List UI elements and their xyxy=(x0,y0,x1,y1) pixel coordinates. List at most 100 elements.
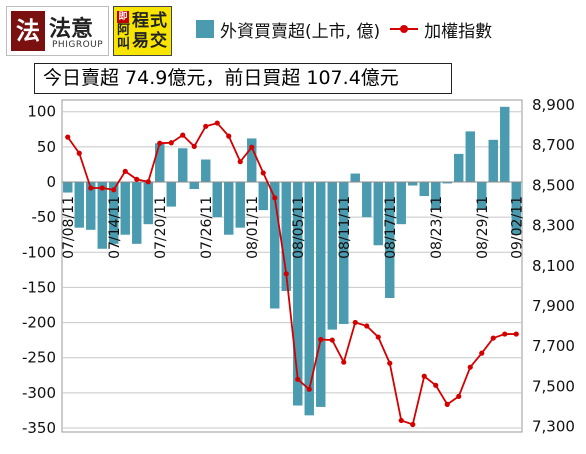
left-axis-tick-label: -350 xyxy=(22,419,56,437)
index-point xyxy=(249,144,255,150)
index-point xyxy=(502,331,508,337)
x-axis-tick-label: 08/01/11 xyxy=(245,196,261,259)
bar xyxy=(74,182,84,228)
right-axis-tick-label: 8,700 xyxy=(532,136,575,154)
chart-legend: 外資買賣超(上市, 億) 加權指數 xyxy=(196,14,492,44)
phigroup-logo-subtext: PHIGROUP xyxy=(52,40,104,50)
x-axis-tick-label: 08/17/11 xyxy=(383,196,399,259)
index-point xyxy=(76,150,82,156)
right-axis-tick-label: 7,300 xyxy=(532,418,575,436)
bar xyxy=(465,131,475,182)
right-axis-tick-label: 7,900 xyxy=(532,297,575,315)
bar xyxy=(189,182,199,190)
phigroup-logo: 法 法意 PHIGROUP xyxy=(6,6,109,56)
index-point xyxy=(111,187,117,193)
legend-bar-swatch xyxy=(196,20,214,38)
x-axis-tick-label: 08/23/11 xyxy=(429,196,445,259)
left-axis-tick-label: -50 xyxy=(32,208,57,226)
index-line xyxy=(67,122,517,426)
bar xyxy=(247,138,257,182)
index-point xyxy=(295,376,301,382)
bar xyxy=(488,139,498,182)
bar xyxy=(97,182,107,249)
index-point xyxy=(387,360,393,366)
bar xyxy=(201,159,211,182)
bar xyxy=(166,182,176,207)
bar xyxy=(373,182,383,246)
bar xyxy=(477,182,487,209)
index-point xyxy=(134,176,140,182)
x-axis-tick-label: 07/14/11 xyxy=(107,196,123,259)
index-point xyxy=(352,319,358,326)
index-point xyxy=(168,140,174,146)
bar xyxy=(270,182,280,309)
bar xyxy=(500,106,510,182)
index-point xyxy=(490,335,496,341)
bar xyxy=(178,148,188,182)
bar xyxy=(109,182,119,244)
index-point xyxy=(444,401,450,407)
trading-logo-mark: 即 xyxy=(117,11,129,23)
index-point xyxy=(214,120,220,126)
index-point xyxy=(191,143,197,149)
left-axis-tick-label: 50 xyxy=(37,138,56,156)
trading-logo-text-left: 阿叫 xyxy=(117,23,131,52)
bar xyxy=(304,182,314,416)
trading-logo: 即 阿叫 程式易交 xyxy=(113,6,172,56)
index-point xyxy=(479,350,485,356)
legend-bar-label: 外資買賣超(上市, 億) xyxy=(220,21,381,42)
bar xyxy=(132,182,142,244)
bar xyxy=(212,182,222,218)
x-axis-tick-label: 07/20/11 xyxy=(153,196,169,259)
bar xyxy=(396,182,406,225)
right-axis-tick-label: 7,700 xyxy=(532,337,575,355)
bar xyxy=(350,173,360,182)
index-point xyxy=(226,133,232,139)
legend-line-label: 加權指數 xyxy=(424,21,493,42)
index-point xyxy=(467,364,473,370)
index-point xyxy=(364,323,370,329)
phigroup-logo-text: 法意 xyxy=(49,16,94,42)
left-axis-tick-label: 0 xyxy=(46,173,56,191)
trading-logo-text-right: 程式易交 xyxy=(132,11,168,51)
index-point xyxy=(421,373,427,379)
left-axis-tick-label: 100 xyxy=(27,103,56,121)
index-point xyxy=(157,140,163,146)
phigroup-seal-icon: 法 xyxy=(11,11,45,51)
index-point xyxy=(341,359,347,365)
left-axis-tick-label: -100 xyxy=(22,243,56,261)
bar xyxy=(419,182,429,197)
index-point xyxy=(329,337,335,343)
right-axis-tick-label: 8,300 xyxy=(532,217,575,235)
index-point xyxy=(260,170,266,176)
index-point xyxy=(145,179,151,185)
index-point xyxy=(65,134,71,140)
legend-line-swatch xyxy=(390,25,419,33)
bar xyxy=(258,182,268,211)
index-point xyxy=(456,393,462,399)
left-axis-tick-label: -250 xyxy=(22,349,56,367)
bar xyxy=(235,182,245,228)
right-axis-tick-label: 8,100 xyxy=(532,257,575,275)
index-point xyxy=(180,132,186,138)
bar xyxy=(155,143,165,182)
summary-box: 今日賣超 74.9億元，前日買超 107.4億元 xyxy=(34,63,452,94)
bar xyxy=(454,153,464,182)
index-point xyxy=(410,421,416,428)
right-axis-tick-label: 7,500 xyxy=(532,377,575,395)
bar xyxy=(327,182,337,330)
index-point xyxy=(237,159,243,165)
index-point xyxy=(375,334,381,340)
bar xyxy=(339,182,349,324)
left-axis-tick-label: -300 xyxy=(22,384,56,402)
bar xyxy=(362,182,372,218)
index-point xyxy=(122,168,128,174)
index-point xyxy=(318,336,324,343)
index-point xyxy=(88,185,94,191)
bar xyxy=(431,182,441,209)
x-axis-tick-label: 07/08/11 xyxy=(61,196,77,259)
index-point xyxy=(513,331,519,337)
index-point xyxy=(203,123,209,129)
bar xyxy=(511,182,521,235)
